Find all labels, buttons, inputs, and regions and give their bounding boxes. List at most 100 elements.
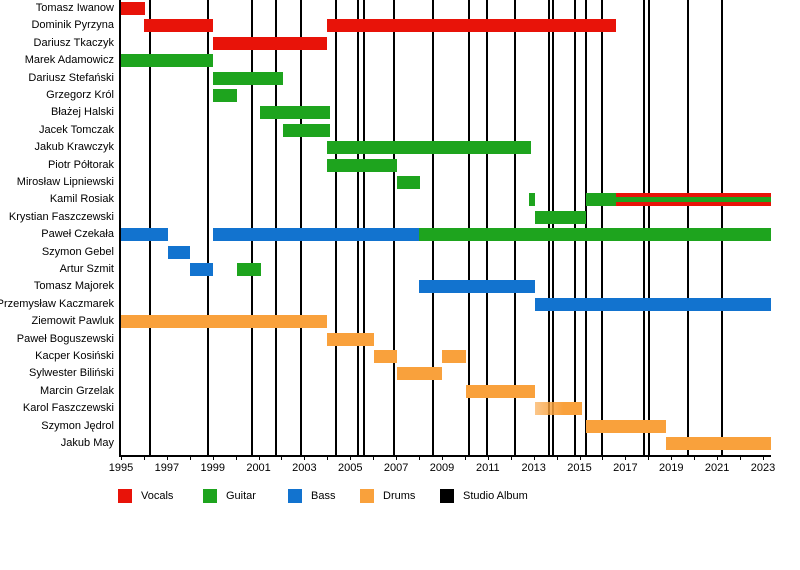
album-line [552,0,555,455]
legend-swatch [440,489,454,503]
member-label: Sylwester Biliński [29,367,114,380]
member-bar [616,193,771,207]
member-label: Jacek Tomczak [39,123,114,136]
axis-tick [327,455,329,460]
album-line [207,0,210,455]
axis-tick [121,455,122,460]
album-line [720,0,723,455]
x-axis: 1995 1997 1999 2001 2003 2005 2007 2009 2011 2013… [109,455,775,479]
member-bar [121,2,146,15]
axis-tick [533,455,535,460]
member-label: Jakub May [60,437,114,449]
axis-tick-label: 1995 [108,462,134,474]
member-bar [236,263,261,276]
album-line [601,0,604,455]
member-bar [212,228,420,242]
axis-tick [258,455,260,460]
member-bar [374,350,398,363]
legend-label: Bass [311,490,336,502]
member-bar-overlay [616,197,771,203]
member-label: Kacper Kosiński [35,350,114,362]
album-line [585,0,588,455]
member-label: Krystian Faszczewski [8,210,114,223]
legend-item: Drums [360,489,415,503]
member-label: Tomasz Majorek [33,280,114,293]
legend-item: Vocals [118,489,173,503]
y-axis-line [119,0,121,456]
axis-tick-label: 2007 [383,462,409,474]
axis-tick-label: 2001 [246,462,271,474]
member-bar [212,36,328,50]
member-bar [168,245,190,259]
plot-area [121,0,771,455]
axis-tick [510,455,512,460]
member-label: Dariusz Stefański [28,71,114,84]
member-bar [534,210,586,224]
member-labels-column: Tomasz Iwanow Dominik Pyrzyna Dariusz Tkac… [0,0,114,455]
member-label: Szymon Jędrol [41,419,114,432]
axis-tick [694,455,696,460]
member-label: Marek Adamowicz [24,54,114,67]
axis-tick [602,455,604,460]
axis-tick-label: 1999 [200,462,225,474]
member-bar [282,123,330,137]
axis-tick-label: 2003 [292,462,317,474]
axis-tick [304,455,306,460]
member-label: Artur Szmit [59,263,114,275]
member-label: Piotr Półtorak [47,158,114,171]
member-bar [121,54,213,68]
legend-item: Bass [288,489,335,503]
axis-tick [441,455,443,460]
member-bar [419,280,535,294]
axis-tick [556,455,558,460]
album-line [548,0,551,455]
legend-item: Guitar [203,489,256,503]
member-bar [189,263,213,276]
member-bar [259,106,330,120]
axis-tick [464,455,466,460]
legend: Vocals Guitar Bass Drums Studio Album [0,489,800,509]
axis-tick [143,455,145,460]
member-label: Jakub Krawczyk [34,141,114,154]
axis-tick-label: 2015 [567,462,592,474]
axis-tick-label: 2019 [659,462,684,474]
x-axis-line [119,455,771,457]
member-label: Dominik Pyrzyna [31,19,114,32]
legend-swatch [118,489,132,503]
album-line [274,0,277,455]
member-bar [466,384,535,398]
axis-tick [350,455,352,460]
axis-tick-label: 2017 [613,462,638,474]
legend-swatch [360,489,374,503]
member-label: Przemysław Kaczmarek [0,297,114,310]
album-line [363,0,366,455]
member-label: Paweł Czekała [41,228,114,241]
member-bar [534,297,771,311]
member-label: Paweł Boguszewski [16,332,114,345]
axis-tick [740,455,742,460]
member-bar [585,193,617,207]
legend-label: Guitar [226,490,256,502]
legend-item: Studio Album [440,489,528,503]
legend-label: Vocals [141,490,174,502]
member-bar [585,419,667,433]
legend-label: Studio Album [463,490,528,502]
album-line [485,0,488,455]
axis-tick-label: 2005 [338,462,363,474]
album-line [356,0,359,455]
member-bar [327,332,375,346]
member-bar [419,228,771,242]
axis-tick [396,455,398,460]
axis-tick-label: 1997 [154,462,180,474]
member-label: Ziemowit Pawluk [31,315,114,328]
axis-tick-label: 2023 [750,462,776,474]
axis-tick [212,455,214,460]
member-label: Grzegorz Król [46,89,114,101]
album-line [334,0,337,455]
axis-tick [579,455,581,460]
legend-swatch [203,489,217,503]
legend-swatch [288,489,302,503]
album-line [431,0,434,455]
member-label: Kamil Rosiak [49,193,114,206]
member-label: Szymon Gebel [41,245,114,258]
